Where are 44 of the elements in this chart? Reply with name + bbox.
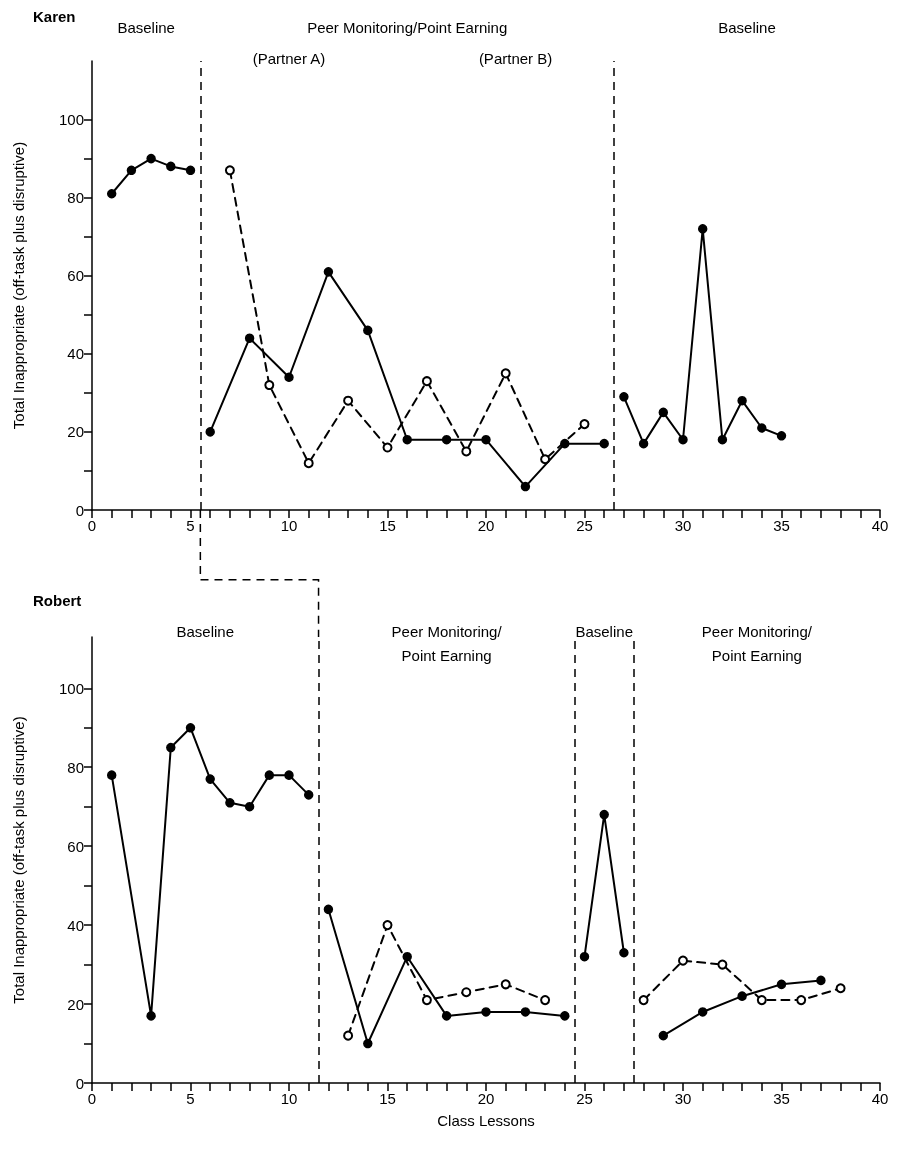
x-tick-label: 25 [576,1090,593,1107]
y-axis-title: Total Inappropriate (off-task plus disruptive) [10,141,27,430]
y-axis-title: Total Inappropriate (off-task plus disruptive) [10,716,27,1004]
x-tick-label: 5 [186,517,195,534]
y-tick-label: 80 [67,758,84,776]
x-tick-label: 40 [871,517,889,534]
annotation: Baseline [176,622,235,640]
x-tick-label: 10 [280,517,298,534]
x-tick-label: 15 [379,1090,396,1107]
x-tick-label: 15 [379,517,396,534]
y-tick-label: 20 [67,423,84,441]
annotation: Peer Monitoring/ Point Earning [391,622,503,664]
annotation: Peer Monitoring/ Point Earning [701,622,813,664]
y-tick-label: 60 [67,267,84,285]
x-tick-label: 10 [280,1090,298,1107]
text: Peer Monitoring/Point Earning [307,18,508,36]
y-tick-label: 80 [67,189,84,207]
y-tick-label: 100 [58,679,84,697]
x-tick-label: 5 [186,1090,195,1107]
y-tick-label: 100 [58,111,84,129]
chart-title: Robert [33,592,82,609]
x-tick-label: 0 [87,517,97,534]
x-tick-label: 35 [773,1090,790,1107]
x-tick-label: 25 [576,517,593,534]
x-tick-label: 20 [477,517,495,534]
annotation: (Partner B) [478,49,553,67]
text: Baseline [117,18,175,36]
y-tick-label: 0 [75,1074,84,1092]
x-tick-label: 30 [674,1090,692,1107]
x-tick-label: 30 [674,517,692,534]
annotation: Baseline [575,622,633,640]
x-axis-title: Class Lessons [437,1112,535,1129]
y-tick-label: 20 [67,995,84,1013]
x-tick-label: 40 [871,1090,889,1107]
y-tick-label: 60 [67,837,84,855]
x-tick-label: 35 [773,517,790,534]
annotation: (Partner A) [252,49,326,67]
x-tick-label: 20 [477,1090,495,1107]
text: Baseline [718,18,776,36]
y-tick-label: 40 [67,345,84,363]
y-tick-label: 0 [75,501,84,519]
x-tick-label: 0 [87,1090,97,1107]
y-tick-label: 40 [67,916,84,934]
chart-title: Karen [33,8,76,25]
